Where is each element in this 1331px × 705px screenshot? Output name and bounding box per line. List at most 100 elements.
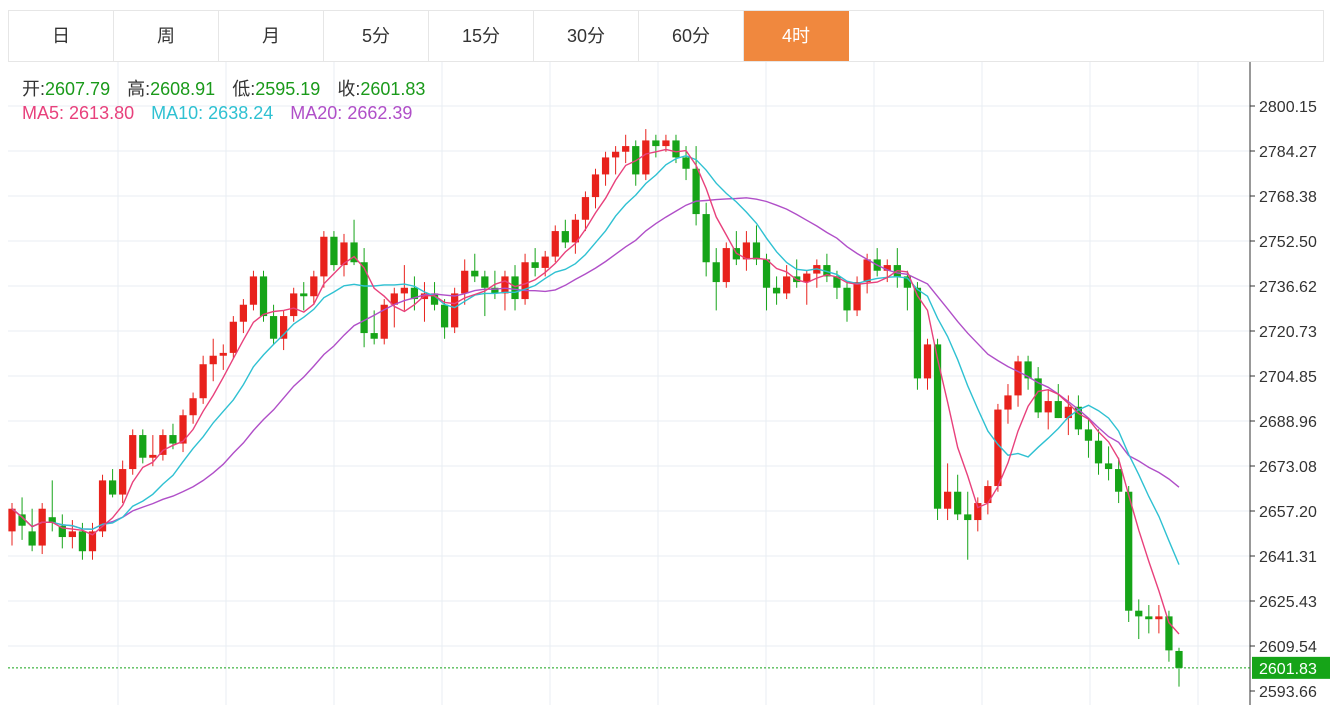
ma10-line — [11, 154, 1180, 565]
candle-body — [803, 273, 811, 283]
candle-body — [943, 491, 952, 509]
candle-body — [994, 409, 1002, 487]
candle-body — [400, 287, 408, 294]
candle-body — [1145, 616, 1153, 620]
candle-body — [863, 259, 871, 283]
tab-5[interactable]: 30分 — [534, 11, 639, 61]
candle-body — [98, 480, 107, 532]
candle-body — [169, 435, 177, 444]
candle-body — [38, 508, 46, 546]
candle-body — [883, 265, 891, 271]
ma20-label: MA20: — [290, 103, 343, 123]
candle-body — [18, 514, 26, 526]
candle-body — [501, 276, 509, 294]
candle-body — [722, 248, 730, 283]
candle-body — [48, 517, 56, 523]
candle-body — [511, 276, 519, 300]
candle-body — [290, 293, 298, 317]
candle-body — [1014, 361, 1022, 396]
candle-body — [239, 304, 248, 322]
candle-body — [531, 262, 539, 268]
tab-3[interactable]: 5分 — [324, 11, 429, 61]
candle-body — [1074, 406, 1083, 430]
candle-body — [350, 242, 358, 263]
tab-0[interactable]: 日 — [9, 11, 114, 61]
candle-body — [340, 242, 348, 266]
tab-6[interactable]: 60分 — [639, 11, 744, 61]
candle-body — [410, 287, 419, 300]
candle-body — [783, 276, 791, 294]
candle-body — [249, 276, 258, 305]
candle-body — [139, 435, 147, 458]
candle-body — [1084, 429, 1093, 441]
candle-body — [903, 276, 911, 288]
candle-body — [1024, 361, 1032, 379]
candle-body — [108, 480, 117, 495]
candle-body — [611, 151, 620, 158]
candle-body — [1115, 469, 1123, 492]
candle-body — [672, 140, 680, 158]
ma5-line — [11, 148, 1180, 635]
candle-body — [622, 146, 630, 152]
candle-body — [1034, 378, 1042, 413]
ma10-value: 2638.24 — [208, 103, 274, 123]
candle-body — [762, 259, 771, 288]
y-tick-label: 2800.15 — [1259, 99, 1317, 116]
candle-body — [1155, 616, 1163, 620]
candle-body — [1044, 401, 1052, 413]
candle-body — [551, 231, 559, 257]
y-tick-label: 2688.96 — [1259, 414, 1317, 431]
candle-body — [58, 525, 66, 538]
candle-body — [310, 276, 318, 297]
ma-readout: MA5: 2613.80 MA10: 2638.24 MA20: 2662.39 — [22, 103, 412, 124]
candle-body — [974, 503, 982, 521]
candle-body — [1125, 491, 1133, 611]
candle-body — [461, 270, 469, 294]
candle-body — [129, 435, 137, 470]
y-tick-label: 2784.27 — [1259, 144, 1317, 161]
candle-body — [1104, 463, 1113, 470]
tab-7[interactable]: 4时 — [744, 11, 849, 61]
candle-body — [88, 531, 97, 552]
high-value: 2608.91 — [150, 79, 216, 99]
y-tick-label: 2704.85 — [1259, 369, 1317, 386]
candle-body — [541, 256, 549, 268]
candle-body — [642, 140, 650, 175]
candle-body — [1094, 440, 1103, 464]
low-label: 低: — [232, 79, 256, 99]
candle-body — [280, 316, 288, 339]
candle-body — [149, 454, 157, 458]
close-value: 2601.83 — [360, 79, 426, 99]
candle-body — [119, 469, 127, 495]
candle-body — [964, 514, 972, 521]
y-tick-label: 2752.50 — [1259, 234, 1317, 251]
candle-body — [581, 197, 590, 220]
candle-body — [320, 236, 328, 277]
candlestick-chart: 2800.15 2784.27 2768.38 2752.50 2736.62 2720.… — [0, 62, 1331, 705]
ma20-value: 2662.39 — [347, 103, 413, 123]
candle-body — [1165, 616, 1173, 651]
candle-body — [491, 287, 499, 294]
candle-body — [843, 287, 851, 311]
candle-body — [68, 531, 76, 538]
candle-body — [652, 140, 660, 147]
candle-body — [662, 140, 670, 147]
candle-body — [159, 435, 167, 455]
high-label: 高: — [127, 79, 151, 99]
candle-body — [923, 344, 932, 379]
candle-body — [300, 293, 308, 297]
open-value: 2607.79 — [45, 79, 111, 99]
candle-body — [269, 316, 278, 339]
ma5-value: 2613.80 — [69, 103, 135, 123]
last-price-label: 2601.83 — [1259, 661, 1317, 678]
y-tick-label: 2720.73 — [1259, 324, 1317, 341]
candle-body — [440, 304, 449, 328]
candle-body — [561, 231, 569, 243]
candle-body — [451, 293, 459, 328]
candle-body — [390, 293, 398, 305]
tab-1[interactable]: 周 — [114, 11, 219, 61]
tab-4[interactable]: 15分 — [429, 11, 534, 61]
tab-2[interactable]: 月 — [219, 11, 324, 61]
candle-body — [954, 491, 962, 515]
ma20-line — [11, 197, 1180, 530]
